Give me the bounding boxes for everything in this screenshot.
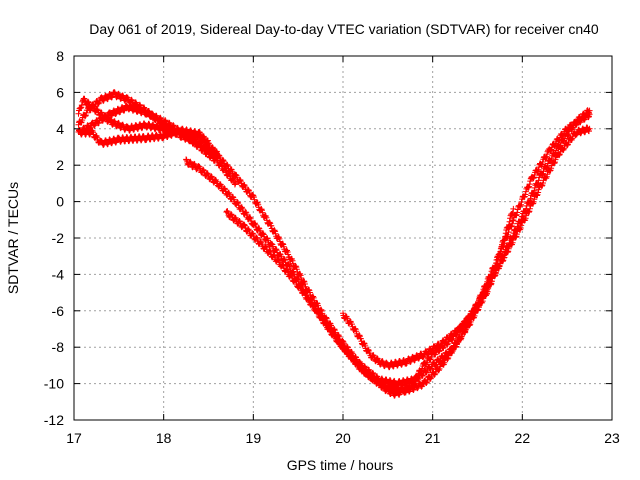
y-tick-label: 0 <box>56 194 64 210</box>
data-layer <box>75 89 593 399</box>
y-tick-label: -2 <box>52 230 65 246</box>
y-tick-label: 6 <box>56 84 64 100</box>
y-tick-label: 8 <box>56 48 64 64</box>
y-tick-label: 4 <box>56 121 64 137</box>
y-tick-label: -10 <box>44 376 64 392</box>
x-tick-label: 17 <box>66 430 82 446</box>
series-markers <box>340 205 517 371</box>
series-track-h <box>340 205 517 371</box>
x-tick-label: 22 <box>515 430 531 446</box>
x-tick-label: 18 <box>156 430 172 446</box>
y-tick-label: -12 <box>44 412 64 428</box>
x-tick-label: 20 <box>335 430 351 446</box>
ticks: 17 18 19 20 21 22 23 -12 -10 -8 -6 -4 -2 0 2 4 6 8 <box>44 48 620 446</box>
y-tick-label: -4 <box>52 266 65 282</box>
y-tick-label: -8 <box>52 339 65 355</box>
series-markers <box>75 125 212 148</box>
y-axis-title: SDTVAR / TECUs <box>5 182 21 294</box>
x-axis-title: GPS time / hours <box>287 457 394 473</box>
x-tick-label: 19 <box>246 430 262 446</box>
chart-title: Day 061 of 2019, Sidereal Day-to-day VTE… <box>89 21 599 37</box>
series-track-d <box>75 125 212 148</box>
y-tick-label: -6 <box>52 303 65 319</box>
x-tick-label: 21 <box>425 430 441 446</box>
y-tick-label: 2 <box>56 157 64 173</box>
x-tick-label: 23 <box>604 430 620 446</box>
